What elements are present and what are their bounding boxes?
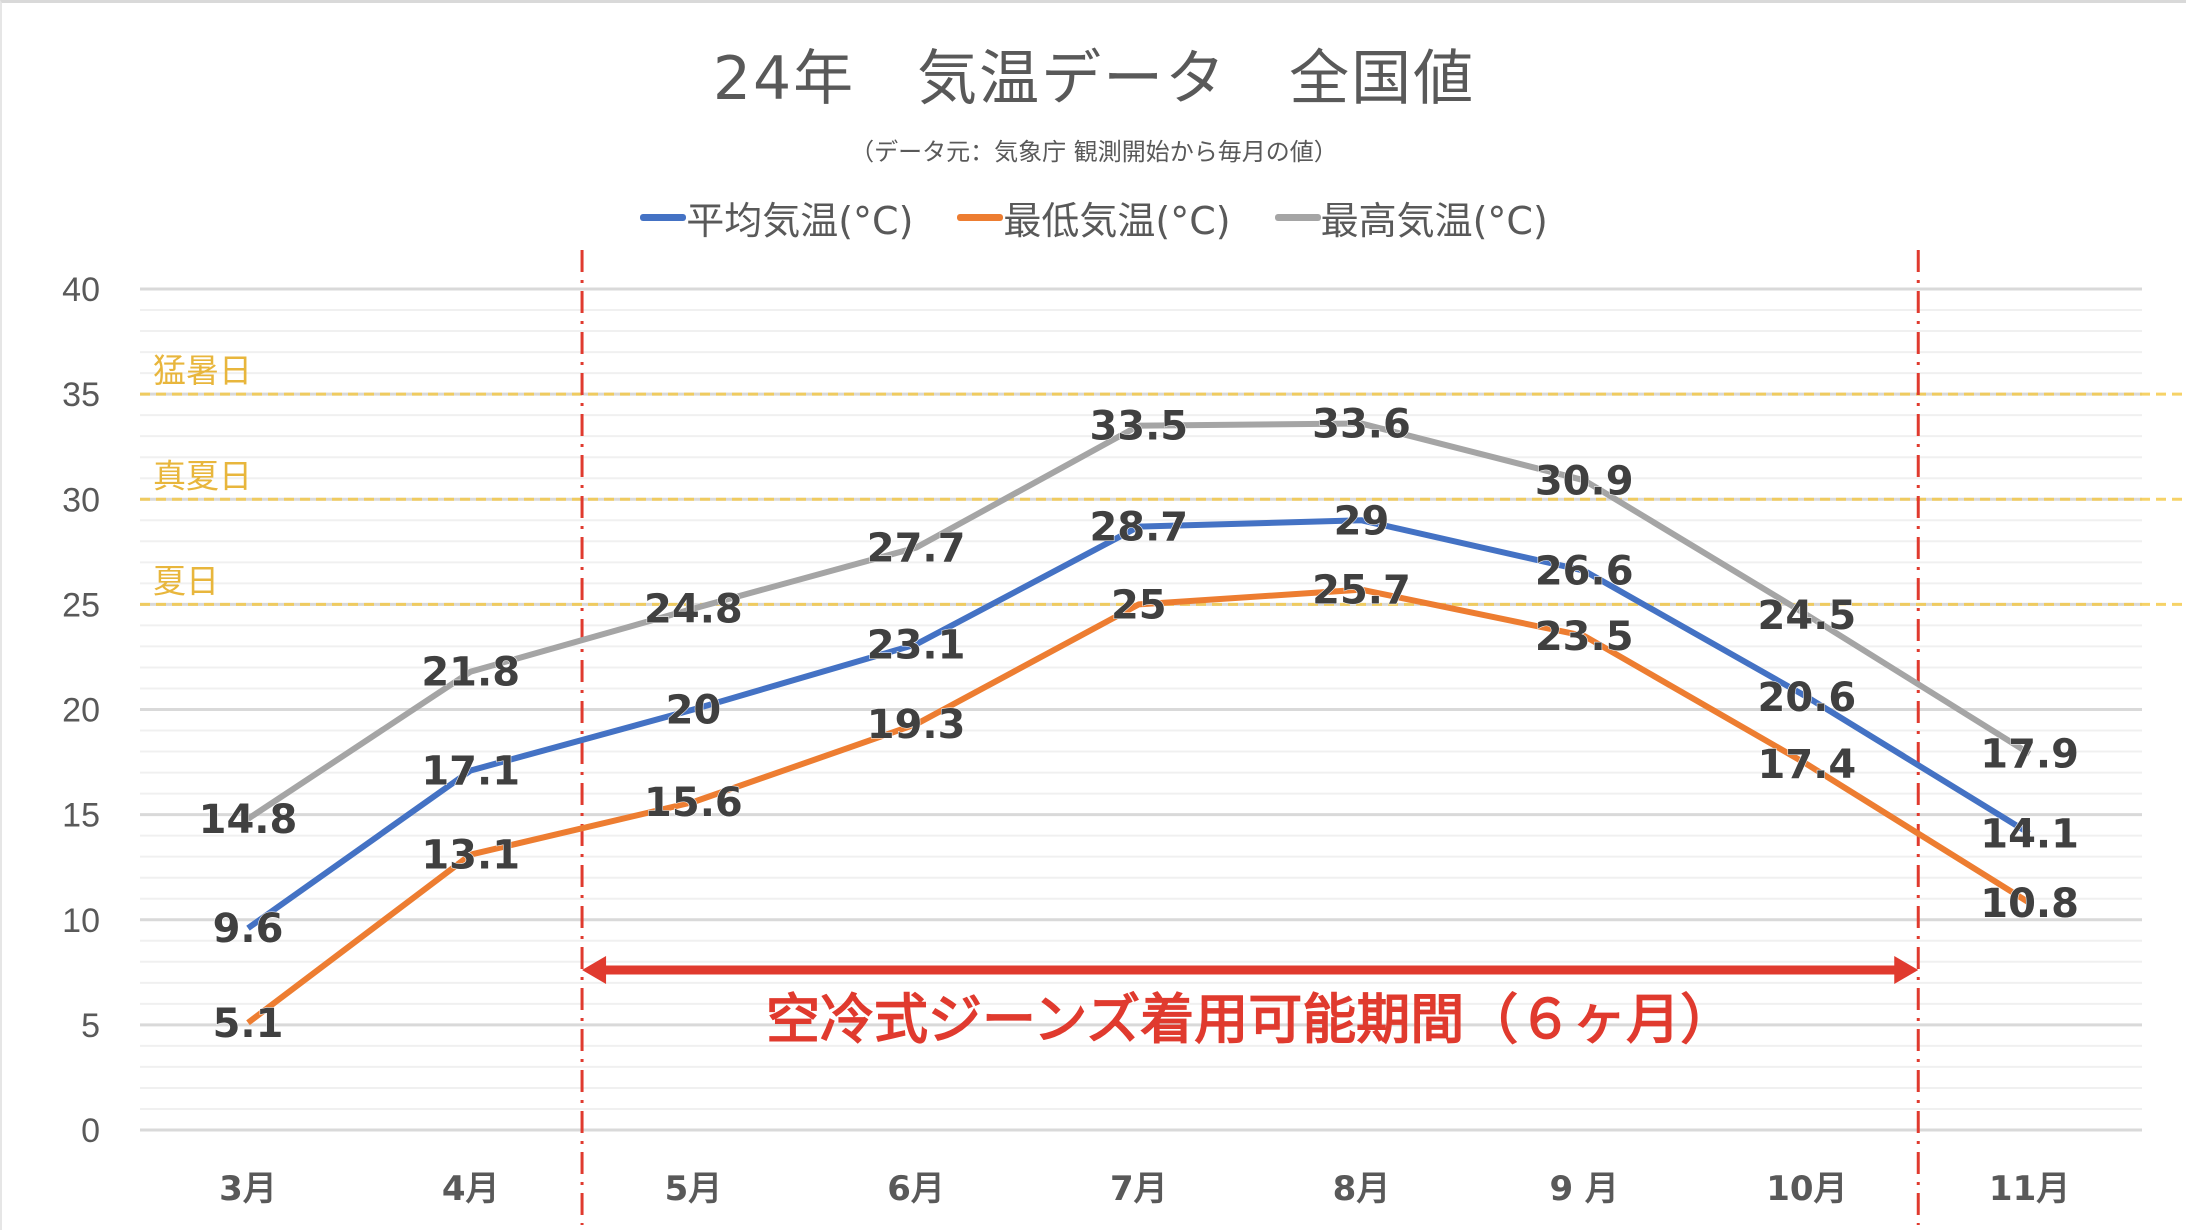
x-tick-label: 5月	[665, 1169, 723, 1209]
series-line-0	[246, 517, 2032, 931]
data-label: 25.7	[1312, 568, 1411, 614]
reference-label: 夏日	[153, 561, 219, 600]
y-tick-label: 0	[81, 1112, 100, 1150]
data-label: 33.5	[1089, 404, 1188, 450]
data-label: 19.3	[867, 702, 966, 748]
data-label: 5.1	[213, 1001, 284, 1047]
y-tick-label: 15	[62, 797, 100, 835]
x-tick-label: 7月	[1110, 1169, 1168, 1209]
x-tick-label: 8月	[1333, 1169, 1391, 1209]
chart-subtitle: （データ元：気象庁 観測開始から毎月の値）	[850, 138, 1338, 166]
arrow-head-right	[1894, 956, 1919, 984]
data-label: 23.1	[867, 622, 966, 668]
data-label: 33.6	[1312, 402, 1411, 448]
legend-label: 平均気温(°C)	[686, 199, 914, 243]
data-label: 17.1	[421, 748, 520, 794]
data-label: 21.8	[421, 650, 520, 696]
data-label: 30.9	[1535, 458, 1634, 504]
data-label: 23.5	[1535, 614, 1634, 660]
legend-swatch-min	[957, 214, 1004, 221]
chart-title: 24年 気温データ 全国値	[712, 44, 1476, 114]
period-label: 空冷式ジーンズ着用可能期間（６ヶ月）	[766, 988, 1734, 1051]
x-tick-label: 4月	[442, 1169, 500, 1209]
data-label: 14.1	[1980, 812, 2079, 858]
data-label: 14.8	[199, 797, 298, 843]
y-tick-label: 40	[62, 271, 100, 309]
x-tick-label: 6月	[887, 1169, 945, 1209]
y-tick-label: 10	[62, 902, 100, 940]
legend-swatch-max	[1274, 214, 1321, 221]
x-tick-label: 9 月	[1549, 1169, 1619, 1209]
legend: 平均気温(°C) 最低気温(°C) 最高気温(°C)	[0, 190, 2188, 245]
data-label: 20.6	[1758, 675, 1857, 721]
x-tick-label: 11月	[1989, 1169, 2070, 1209]
data-label: 24.5	[1758, 593, 1857, 639]
data-label: 26.6	[1535, 549, 1634, 595]
y-tick-label: 35	[62, 376, 100, 414]
data-label: 28.7	[1089, 505, 1188, 551]
data-label: 15.6	[644, 780, 743, 826]
legend-item-max: 最高気温(°C)	[1274, 190, 1548, 245]
legend-label: 最低気温(°C)	[1003, 199, 1231, 243]
x-tick-label: 10月	[1766, 1169, 1847, 1209]
y-tick-label: 20	[62, 692, 100, 730]
data-label: 24.8	[644, 587, 743, 633]
legend-item-avg: 平均気温(°C)	[640, 190, 913, 245]
data-label: 17.4	[1758, 742, 1857, 788]
data-label: 17.9	[1980, 732, 2079, 778]
y-tick-label: 5	[81, 1007, 100, 1045]
legend-item-min: 最低気温(°C)	[957, 190, 1231, 245]
y-tick-label: 30	[62, 481, 100, 519]
y-tick-label: 25	[62, 586, 100, 624]
series-line-1	[246, 586, 2032, 1026]
data-label: 27.7	[867, 526, 966, 572]
data-label: 13.1	[421, 833, 520, 879]
data-label: 25	[1111, 582, 1167, 628]
data-label: 20	[666, 688, 722, 734]
data-label: 9.6	[213, 906, 284, 952]
data-label: 10.8	[1980, 881, 2079, 927]
data-label: 29	[1334, 498, 1390, 544]
x-tick-label: 3月	[219, 1169, 277, 1209]
legend-label: 最高気温(°C)	[1320, 199, 1548, 243]
reference-label: 猛暑日	[153, 351, 252, 390]
series-line-2	[246, 420, 2032, 822]
legend-swatch-avg	[640, 214, 687, 221]
reference-label: 真夏日	[153, 456, 252, 495]
arrow-head-left	[582, 956, 607, 984]
